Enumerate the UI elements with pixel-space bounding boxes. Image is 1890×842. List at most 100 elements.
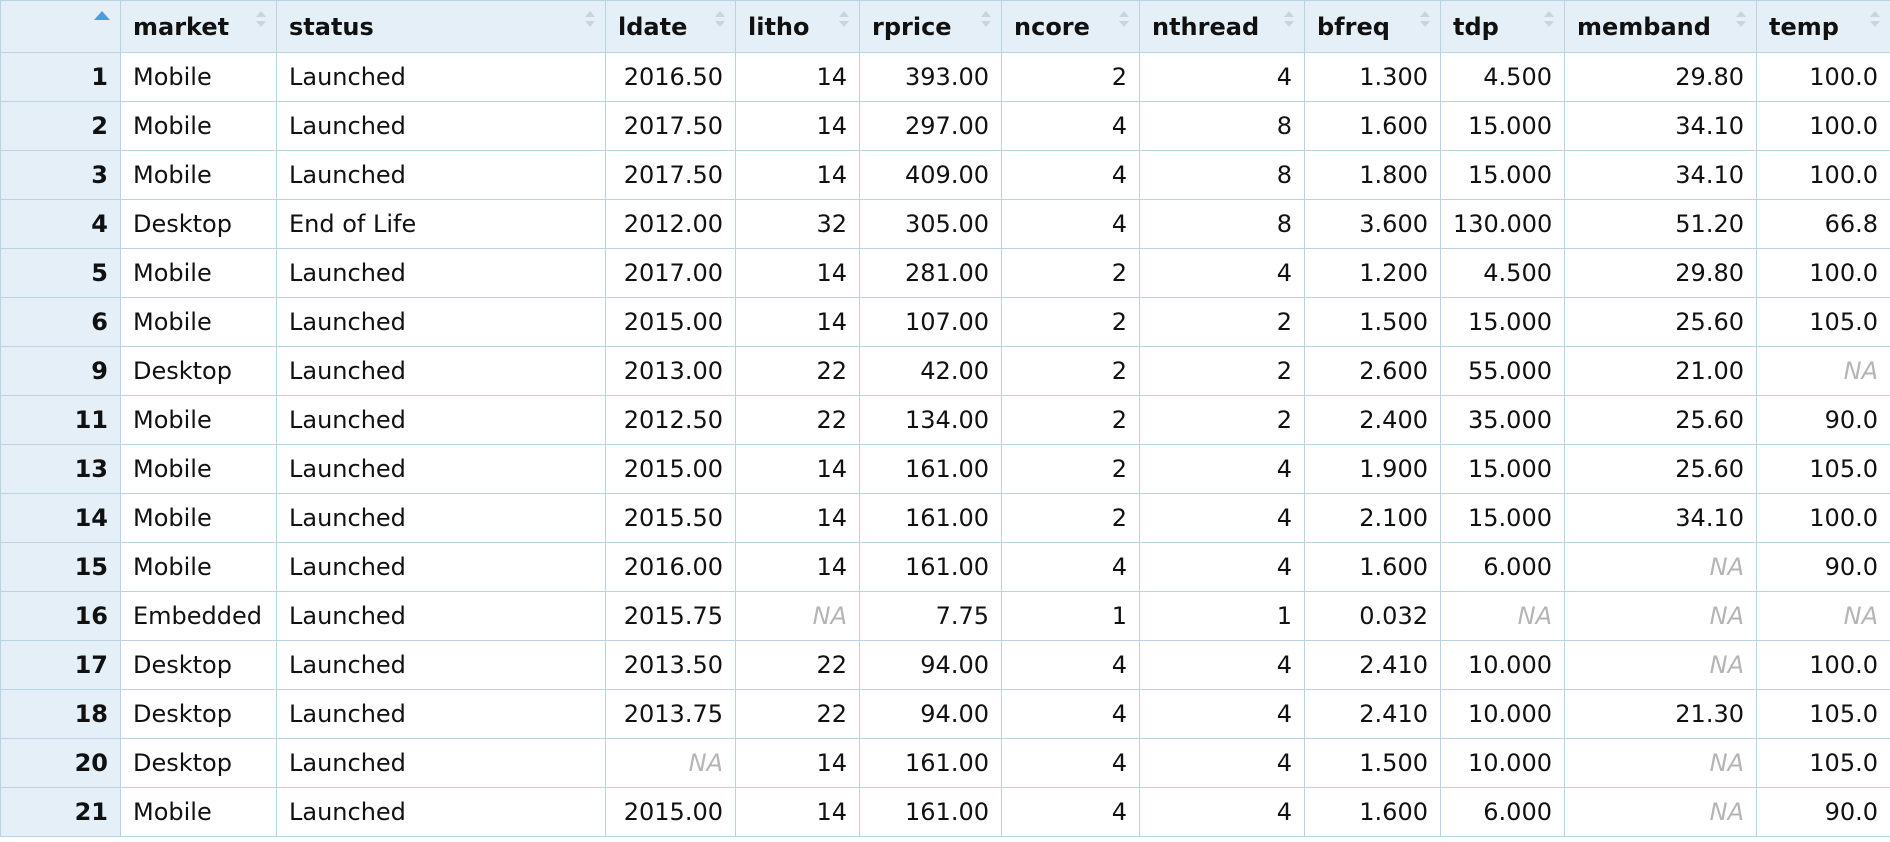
sort-toggle-icon[interactable] [1736,9,1746,33]
cell-tdp: 55.000 [1440,346,1565,396]
cell-ldate: 2016.50 [605,52,736,102]
cell-temp: 100.0 [1756,493,1890,543]
table-row[interactable]: 20 Desktop Launched NA 14 161.00 4 4 1.500 10.000… [0,738,1890,788]
cell-ldate: 2017.50 [605,101,736,151]
table-row[interactable]: 2 Mobile Launched 2017.50 14 297.00 4 8 1.600 15.… [0,101,1890,151]
cell-memband: 25.60 [1564,395,1757,445]
cell-memband: 29.80 [1564,248,1757,298]
sort-toggle-icon[interactable] [256,9,266,33]
column-header-litho[interactable]: litho [735,0,860,53]
sort-toggle-icon[interactable] [585,9,595,33]
table-row[interactable]: 3 Mobile Launched 2017.50 14 409.00 4 8 1.800 15.… [0,150,1890,200]
cell-bfreq: 2.400 [1304,395,1441,445]
table-row[interactable]: 21 Mobile Launched 2015.00 14 161.00 4 4 1.600 6.… [0,787,1890,837]
cell-rprice: 281.00 [859,248,1002,298]
column-header-status[interactable]: status [276,0,606,53]
row-number: 5 [0,248,121,298]
table-row[interactable]: 18 Desktop Launched 2013.75 22 94.00 4 4 2.410 10… [0,689,1890,739]
cell-ncore: 2 [1001,248,1140,298]
cell-temp: 90.0 [1756,395,1890,445]
cell-market: Mobile [120,150,277,200]
sort-toggle-icon[interactable] [715,9,725,33]
table-row[interactable]: 9 Desktop Launched 2013.00 22 42.00 2 2 2.600 55.… [0,346,1890,396]
cell-ncore: 4 [1001,787,1140,837]
cell-litho: 14 [735,150,860,200]
row-number: 21 [0,787,121,837]
cell-ncore: 4 [1001,150,1140,200]
cell-tdp: 10.000 [1440,640,1565,690]
cell-status: Launched [276,395,606,445]
column-header-rownum[interactable] [0,0,121,53]
cell-bfreq: 1.200 [1304,248,1441,298]
cell-ncore: 4 [1001,689,1140,739]
cell-litho: 14 [735,542,860,592]
column-header-nthread[interactable]: nthread [1139,0,1305,53]
column-header-tdp[interactable]: tdp [1440,0,1565,53]
cell-memband: 25.60 [1564,444,1757,494]
cell-bfreq: 1.500 [1304,738,1441,788]
cell-tdp: 10.000 [1440,689,1565,739]
table-row[interactable]: 11 Mobile Launched 2012.50 22 134.00 2 2 2.400 35… [0,395,1890,445]
cell-temp: NA [1756,346,1890,396]
cell-memband: NA [1564,787,1757,837]
cell-tdp: 10.000 [1440,738,1565,788]
column-header-temp[interactable]: temp [1756,0,1890,53]
sort-toggle-icon[interactable] [1870,9,1880,33]
sort-toggle-icon[interactable] [839,9,849,33]
sort-toggle-icon[interactable] [981,9,991,33]
sort-toggle-icon[interactable] [1284,9,1294,33]
sort-toggle-icon[interactable] [1544,9,1554,33]
cell-tdp: 15.000 [1440,101,1565,151]
cell-temp: 100.0 [1756,150,1890,200]
row-number: 17 [0,640,121,690]
cell-memband: NA [1564,591,1757,641]
cell-ldate: 2015.50 [605,493,736,543]
cell-ncore: 2 [1001,493,1140,543]
column-header-label: market [133,13,230,41]
cell-rprice: 107.00 [859,297,1002,347]
table-row[interactable]: 15 Mobile Launched 2016.00 14 161.00 4 4 1.600 6.… [0,542,1890,592]
table-row[interactable]: 14 Mobile Launched 2015.50 14 161.00 2 4 2.100 15… [0,493,1890,543]
column-header-memband[interactable]: memband [1564,0,1757,53]
row-number: 11 [0,395,121,445]
column-header-rprice[interactable]: rprice [859,0,1002,53]
row-number: 13 [0,444,121,494]
column-header-ncore[interactable]: ncore [1001,0,1140,53]
cell-ldate: 2017.50 [605,150,736,200]
cell-market: Mobile [120,101,277,151]
cell-temp: 90.0 [1756,787,1890,837]
column-header-ldate[interactable]: ldate [605,0,736,53]
column-header-label: memband [1577,13,1711,41]
row-number: 14 [0,493,121,543]
cell-nthread: 2 [1139,346,1305,396]
table-row[interactable]: 13 Mobile Launched 2015.00 14 161.00 2 4 1.900 15… [0,444,1890,494]
table-row[interactable]: 17 Desktop Launched 2013.50 22 94.00 4 4 2.410 10… [0,640,1890,690]
cell-nthread: 1 [1139,591,1305,641]
sort-toggle-icon[interactable] [1420,9,1430,33]
cell-ncore: 4 [1001,199,1140,249]
cell-litho: 14 [735,444,860,494]
column-header-bfreq[interactable]: bfreq [1304,0,1441,53]
cell-bfreq: 1.800 [1304,150,1441,200]
table-row[interactable]: 6 Mobile Launched 2015.00 14 107.00 2 2 1.500 15.… [0,297,1890,347]
cell-memband: 34.10 [1564,101,1757,151]
cell-ncore: 4 [1001,738,1140,788]
table-row[interactable]: 5 Mobile Launched 2017.00 14 281.00 2 4 1.200 4.5… [0,248,1890,298]
cell-status: Launched [276,591,606,641]
table-row[interactable]: 1 Mobile Launched 2016.50 14 393.00 2 4 1.300 4.5… [0,52,1890,102]
cell-rprice: 161.00 [859,738,1002,788]
table-row[interactable]: 16 Embedded Launched 2015.75 NA 7.75 1 1 0.032 NA… [0,591,1890,641]
column-header-market[interactable]: market [120,0,277,53]
cell-temp: 100.0 [1756,640,1890,690]
cell-memband: NA [1564,640,1757,690]
cell-rprice: 94.00 [859,689,1002,739]
table-row[interactable]: 4 Desktop End of Life 2012.00 32 305.00 4 8 3.60… [0,199,1890,249]
sort-toggle-icon[interactable] [1119,9,1129,33]
cell-status: Launched [276,346,606,396]
row-number: 9 [0,346,121,396]
cell-status: Launched [276,542,606,592]
cell-litho: 22 [735,346,860,396]
cell-litho: 22 [735,689,860,739]
